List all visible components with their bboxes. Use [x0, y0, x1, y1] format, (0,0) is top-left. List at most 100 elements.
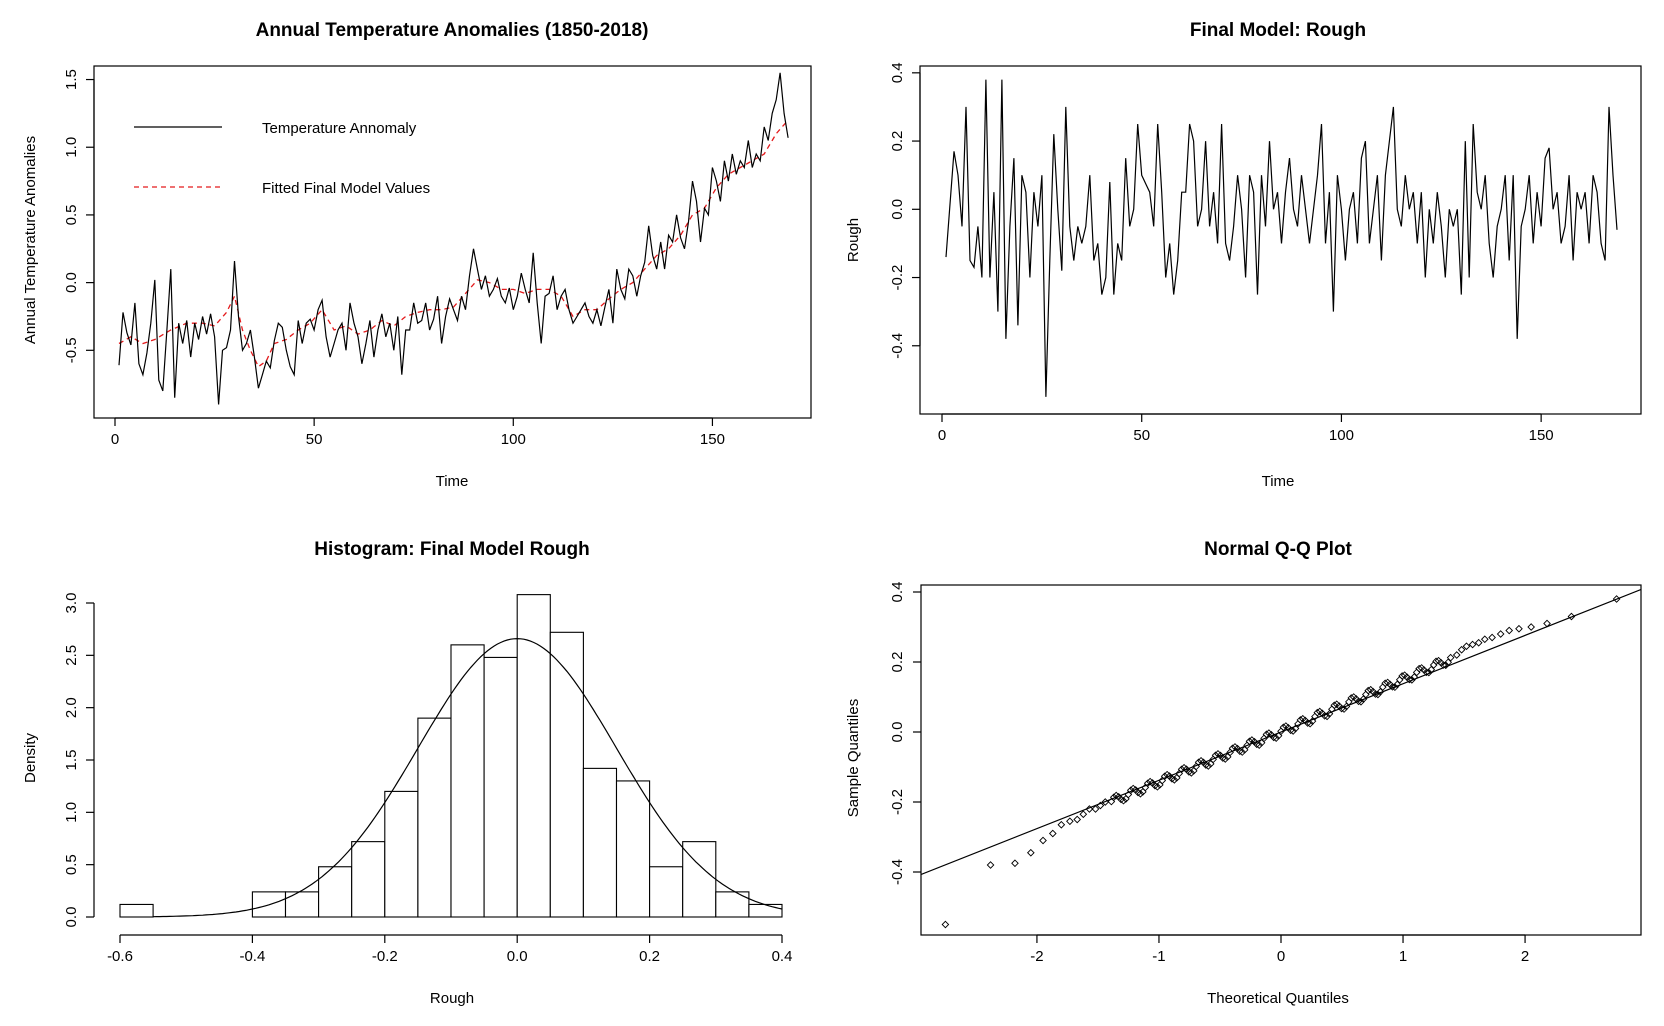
plot-box	[920, 584, 1642, 936]
qq-point	[1323, 712, 1331, 721]
x-tick-label: 0	[1277, 948, 1285, 965]
y-tick-label: 1.5	[63, 69, 80, 90]
y-tick-label: 0.0	[889, 722, 906, 743]
x-tick-label: -0.2	[372, 948, 398, 965]
y-axis-label: Sample Quantiles	[845, 699, 862, 817]
qq-point	[1393, 680, 1402, 689]
x-tick-label: 0	[938, 427, 946, 444]
qq-point	[1422, 668, 1431, 677]
qq-point	[1496, 630, 1505, 638]
x-tick-label: 150	[700, 431, 725, 448]
y-axis-label: Density	[22, 732, 39, 783]
histogram-bar	[318, 866, 353, 918]
qq-point	[1405, 675, 1414, 684]
qq-point	[1272, 734, 1280, 743]
qq-point	[1446, 653, 1455, 662]
qq-point	[1415, 664, 1423, 673]
y-tick-label: 0.2	[889, 131, 906, 152]
qq-point	[1567, 612, 1576, 621]
qq-point	[1427, 665, 1436, 674]
y-axis-label: Rough	[845, 218, 862, 262]
qq-point	[1347, 694, 1356, 702]
y-tick-label: -0.4	[889, 333, 906, 359]
x-tick-label: 150	[1529, 427, 1554, 444]
x-axis-label: Rough	[430, 990, 474, 1007]
y-tick-label: 2.5	[63, 645, 80, 666]
y-axis-label: Annual Temperature Anomalies	[22, 136, 39, 344]
x-tick-label: 50	[306, 431, 323, 448]
qq-point	[1011, 859, 1019, 868]
x-tick-label: 1	[1399, 948, 1407, 965]
y-tick-label: 0.5	[63, 854, 80, 875]
qq-point	[1296, 716, 1305, 724]
histogram-bar	[284, 891, 320, 918]
qq-point	[1505, 626, 1514, 635]
qq-point	[1515, 624, 1523, 633]
qq-point	[1371, 690, 1380, 698]
y-tick-label: 0.4	[889, 582, 906, 603]
chart-title: Histogram: Final Model Rough	[314, 539, 590, 560]
rough-line	[945, 79, 1618, 397]
qq-point	[1085, 805, 1094, 813]
qq-point	[1398, 672, 1407, 680]
qq-point	[941, 920, 950, 929]
qq-point	[1101, 798, 1110, 806]
qq-point	[1313, 708, 1322, 717]
chart-panel-histogram: Histogram: Final Model Rough Rough Densi…	[0, 513, 832, 1026]
qq-point	[1306, 719, 1314, 728]
histogram-bar	[549, 631, 584, 918]
qq-point	[1245, 737, 1254, 746]
y-tick-label: -0.4	[889, 859, 906, 885]
histogram-bar	[615, 780, 651, 918]
qq-point	[1432, 657, 1440, 666]
qq-point	[1221, 755, 1230, 763]
histogram-bar	[483, 656, 518, 918]
histogram-bar	[649, 866, 684, 918]
qq-point	[1048, 829, 1057, 838]
fitted-values-line	[118, 119, 789, 368]
y-tick-label: 0.0	[63, 272, 80, 293]
y-tick-label: 0.4	[889, 62, 906, 83]
qq-point	[1408, 676, 1416, 684]
y-tick-label: 1.0	[63, 137, 80, 158]
x-axis-label: Time	[436, 473, 469, 490]
y-tick-label: -0.2	[889, 265, 906, 291]
qq-point	[1364, 686, 1373, 695]
qq-point	[1381, 679, 1390, 688]
qq-point	[1543, 619, 1551, 628]
qq-point	[1057, 820, 1066, 829]
y-tick-label: 2.0	[63, 697, 80, 718]
qq-point	[1359, 695, 1368, 703]
qq-point	[1039, 836, 1047, 845]
x-tick-label: 0.2	[639, 948, 660, 965]
qq-point	[1026, 848, 1035, 857]
histogram-bar	[384, 790, 419, 918]
qq-point	[1527, 623, 1536, 631]
qq-point	[1391, 683, 1399, 692]
x-tick-label: 2	[1521, 948, 1529, 965]
qq-point	[1211, 751, 1220, 760]
y-tick-label: 3.0	[63, 593, 80, 614]
qq-point	[1480, 635, 1489, 644]
qq-point	[1452, 651, 1461, 659]
qq-point	[1441, 661, 1450, 670]
legend: Temperature Annomaly Fitted Final Model …	[134, 120, 430, 197]
qq-point	[1119, 796, 1128, 805]
qq-point	[1262, 730, 1271, 739]
qq-point	[1136, 789, 1145, 798]
qq-point	[1340, 705, 1348, 713]
y-tick-label: 1.0	[63, 802, 80, 823]
legend-label-temperature: Temperature Annomaly	[262, 120, 417, 137]
qq-point	[1474, 638, 1483, 647]
qq-point	[1376, 687, 1385, 696]
y-tick-label: 0.0	[889, 199, 906, 220]
qq-reference-line	[921, 588, 1641, 876]
qq-point	[1096, 801, 1105, 810]
histogram-bar	[450, 644, 485, 918]
qq-point	[1488, 633, 1496, 642]
qq-point	[1357, 697, 1365, 706]
chart-title: Final Model: Rough	[1190, 20, 1366, 41]
legend-label-fitted: Fitted Final Model Values	[262, 180, 430, 197]
qq-point	[1468, 640, 1477, 649]
y-tick-label: 1.5	[63, 750, 80, 771]
